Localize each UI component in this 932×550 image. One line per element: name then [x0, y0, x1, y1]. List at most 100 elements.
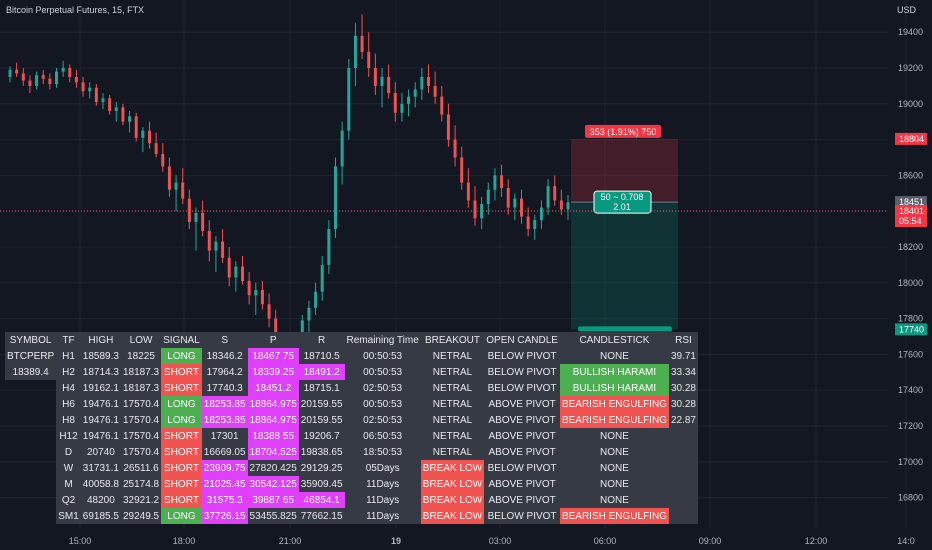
x-tick-label: 14:0	[897, 536, 915, 546]
candle-body	[559, 200, 563, 210]
candle-body	[320, 264, 324, 292]
price-axis[interactable]: 16800 17000 17200 17400 17600 17800 18000 18200…	[895, 27, 927, 503]
cell-low: 18225	[120, 348, 162, 364]
candle-body	[513, 198, 517, 208]
cell-open: ABOVE PIVOT	[484, 412, 560, 428]
cell-high: 18589.3	[80, 348, 121, 364]
cell-p: 18467.75	[247, 348, 299, 364]
y-tick-label: 17000	[898, 457, 923, 467]
candle-body	[88, 87, 92, 92]
cell-low: 17570.4	[120, 396, 162, 412]
cell-p: 30542.125	[247, 476, 299, 492]
empty-cell	[5, 476, 56, 492]
cell-r: 18715.1	[298, 380, 345, 396]
candle-body	[121, 107, 125, 122]
cell-low: 29249.5	[120, 508, 162, 524]
cell-tf: H8	[56, 412, 81, 428]
candle-body	[221, 241, 225, 258]
cell-p: 18388.55	[247, 428, 299, 444]
x-tick-label: 18:00	[173, 536, 196, 546]
candle-body	[94, 87, 98, 103]
cell-p: 27820.425	[247, 460, 299, 476]
y-tick-label: 19000	[898, 99, 923, 109]
column-header: CANDLESTICK	[559, 332, 669, 348]
cell-candle: NONE	[559, 460, 669, 476]
cell-rsi	[668, 492, 698, 508]
column-header: BREAKOUT	[420, 332, 485, 348]
cell-candle: NONE	[559, 476, 669, 492]
cell-signal: SHORT	[161, 380, 202, 396]
cell-tf: Q2	[56, 492, 81, 508]
cell-rsi: 33.34	[668, 364, 698, 380]
candle-body	[307, 307, 311, 321]
target-label-box	[578, 326, 672, 332]
table-row: H12 19476.1 17570.4 SHORT 17301 18388.55 19206…	[5, 428, 698, 444]
cell-candle: BEARISH ENGULFING	[559, 412, 669, 428]
cell-p: 18864.975	[247, 396, 299, 412]
empty-cell	[5, 396, 56, 412]
candle-body	[241, 266, 244, 282]
empty-cell	[5, 492, 56, 508]
time-axis[interactable]: 15:00 18:00 21:00 19 03:00 06:00 09:00 12:00 14:…	[69, 536, 915, 546]
candle-body	[55, 71, 58, 85]
cell-s: 37726.15	[201, 508, 248, 524]
cell-s: 18253.85	[201, 412, 248, 428]
candle-body	[167, 166, 171, 190]
stop-label-text: 353 (1.91%) 750	[590, 127, 657, 137]
cell-open: ABOVE PIVOT	[484, 492, 560, 508]
candle-body	[480, 204, 484, 219]
cell-high: 31731.1	[80, 460, 121, 476]
x-tick-label: 03:00	[489, 536, 512, 546]
cell-rsi: 30.28	[668, 396, 698, 412]
cell-signal: LONG	[161, 348, 202, 364]
candle-body	[247, 281, 251, 296]
cell-open: BELOW PIVOT	[484, 364, 560, 380]
candle-body	[420, 76, 424, 90]
table-row: BTCPERP H1 18589.3 18225 LONG 18346.2 18467.75…	[5, 348, 698, 364]
x-tick-label: 06:00	[594, 536, 617, 546]
candle-body	[61, 68, 65, 72]
scanner-header-row: SYMBOL TF HIGH LOW SIGNAL S P R Remaining Time BR…	[5, 332, 698, 348]
currency-label: USD	[897, 5, 917, 15]
candle-body	[141, 130, 145, 138]
cell-signal: LONG	[161, 396, 202, 412]
candle-body	[373, 68, 377, 86]
column-header: OPEN CANDLE	[484, 332, 560, 348]
candle-body	[393, 93, 397, 113]
reward-zone[interactable]	[571, 202, 678, 330]
cell-tf: W	[56, 460, 81, 476]
cell-s: 17740.3	[201, 380, 248, 396]
cell-r: 29129.25	[298, 460, 345, 476]
x-tick-label: 21:00	[279, 536, 302, 546]
cell-r: 19838.65	[298, 444, 345, 460]
cell-signal: LONG	[161, 412, 202, 428]
cell-candle: BEARISH ENGULFING	[559, 508, 669, 524]
cell-r: 20159.55	[298, 396, 345, 412]
cell-r: 20159.55	[298, 412, 345, 428]
cell-s: 31575.3	[201, 492, 248, 508]
cell-open: BELOW PIVOT	[484, 380, 560, 396]
candle-body	[234, 266, 238, 278]
candle-body	[367, 51, 371, 69]
candle-body	[108, 98, 112, 111]
cell-p: 18451.2	[247, 380, 299, 396]
cell-time: 18:50:53	[344, 444, 421, 460]
cell-breakout: BREAK LOW	[420, 508, 485, 524]
chart-title: Bitcoin Perpetual Futures, 15, FTX	[6, 5, 145, 15]
candle-body	[194, 212, 198, 222]
cell-low: 17570.4	[120, 412, 162, 428]
cell-time: 00:50:53	[344, 348, 421, 364]
table-row: W 31731.1 26511.6 SHORT 23909.75 27820.425 291…	[5, 460, 698, 476]
candle-body	[154, 143, 158, 154]
column-header: RSI	[668, 332, 698, 348]
cell-breakout: NETRAL	[420, 348, 485, 364]
column-header: LOW	[120, 332, 162, 348]
cell-candle: NONE	[559, 348, 669, 364]
candle-body	[460, 157, 464, 183]
cell-tf: D	[56, 444, 81, 460]
column-header: SYMBOL	[5, 332, 57, 348]
position-info-line2: 2.01	[613, 202, 631, 212]
candle-body	[520, 198, 523, 217]
